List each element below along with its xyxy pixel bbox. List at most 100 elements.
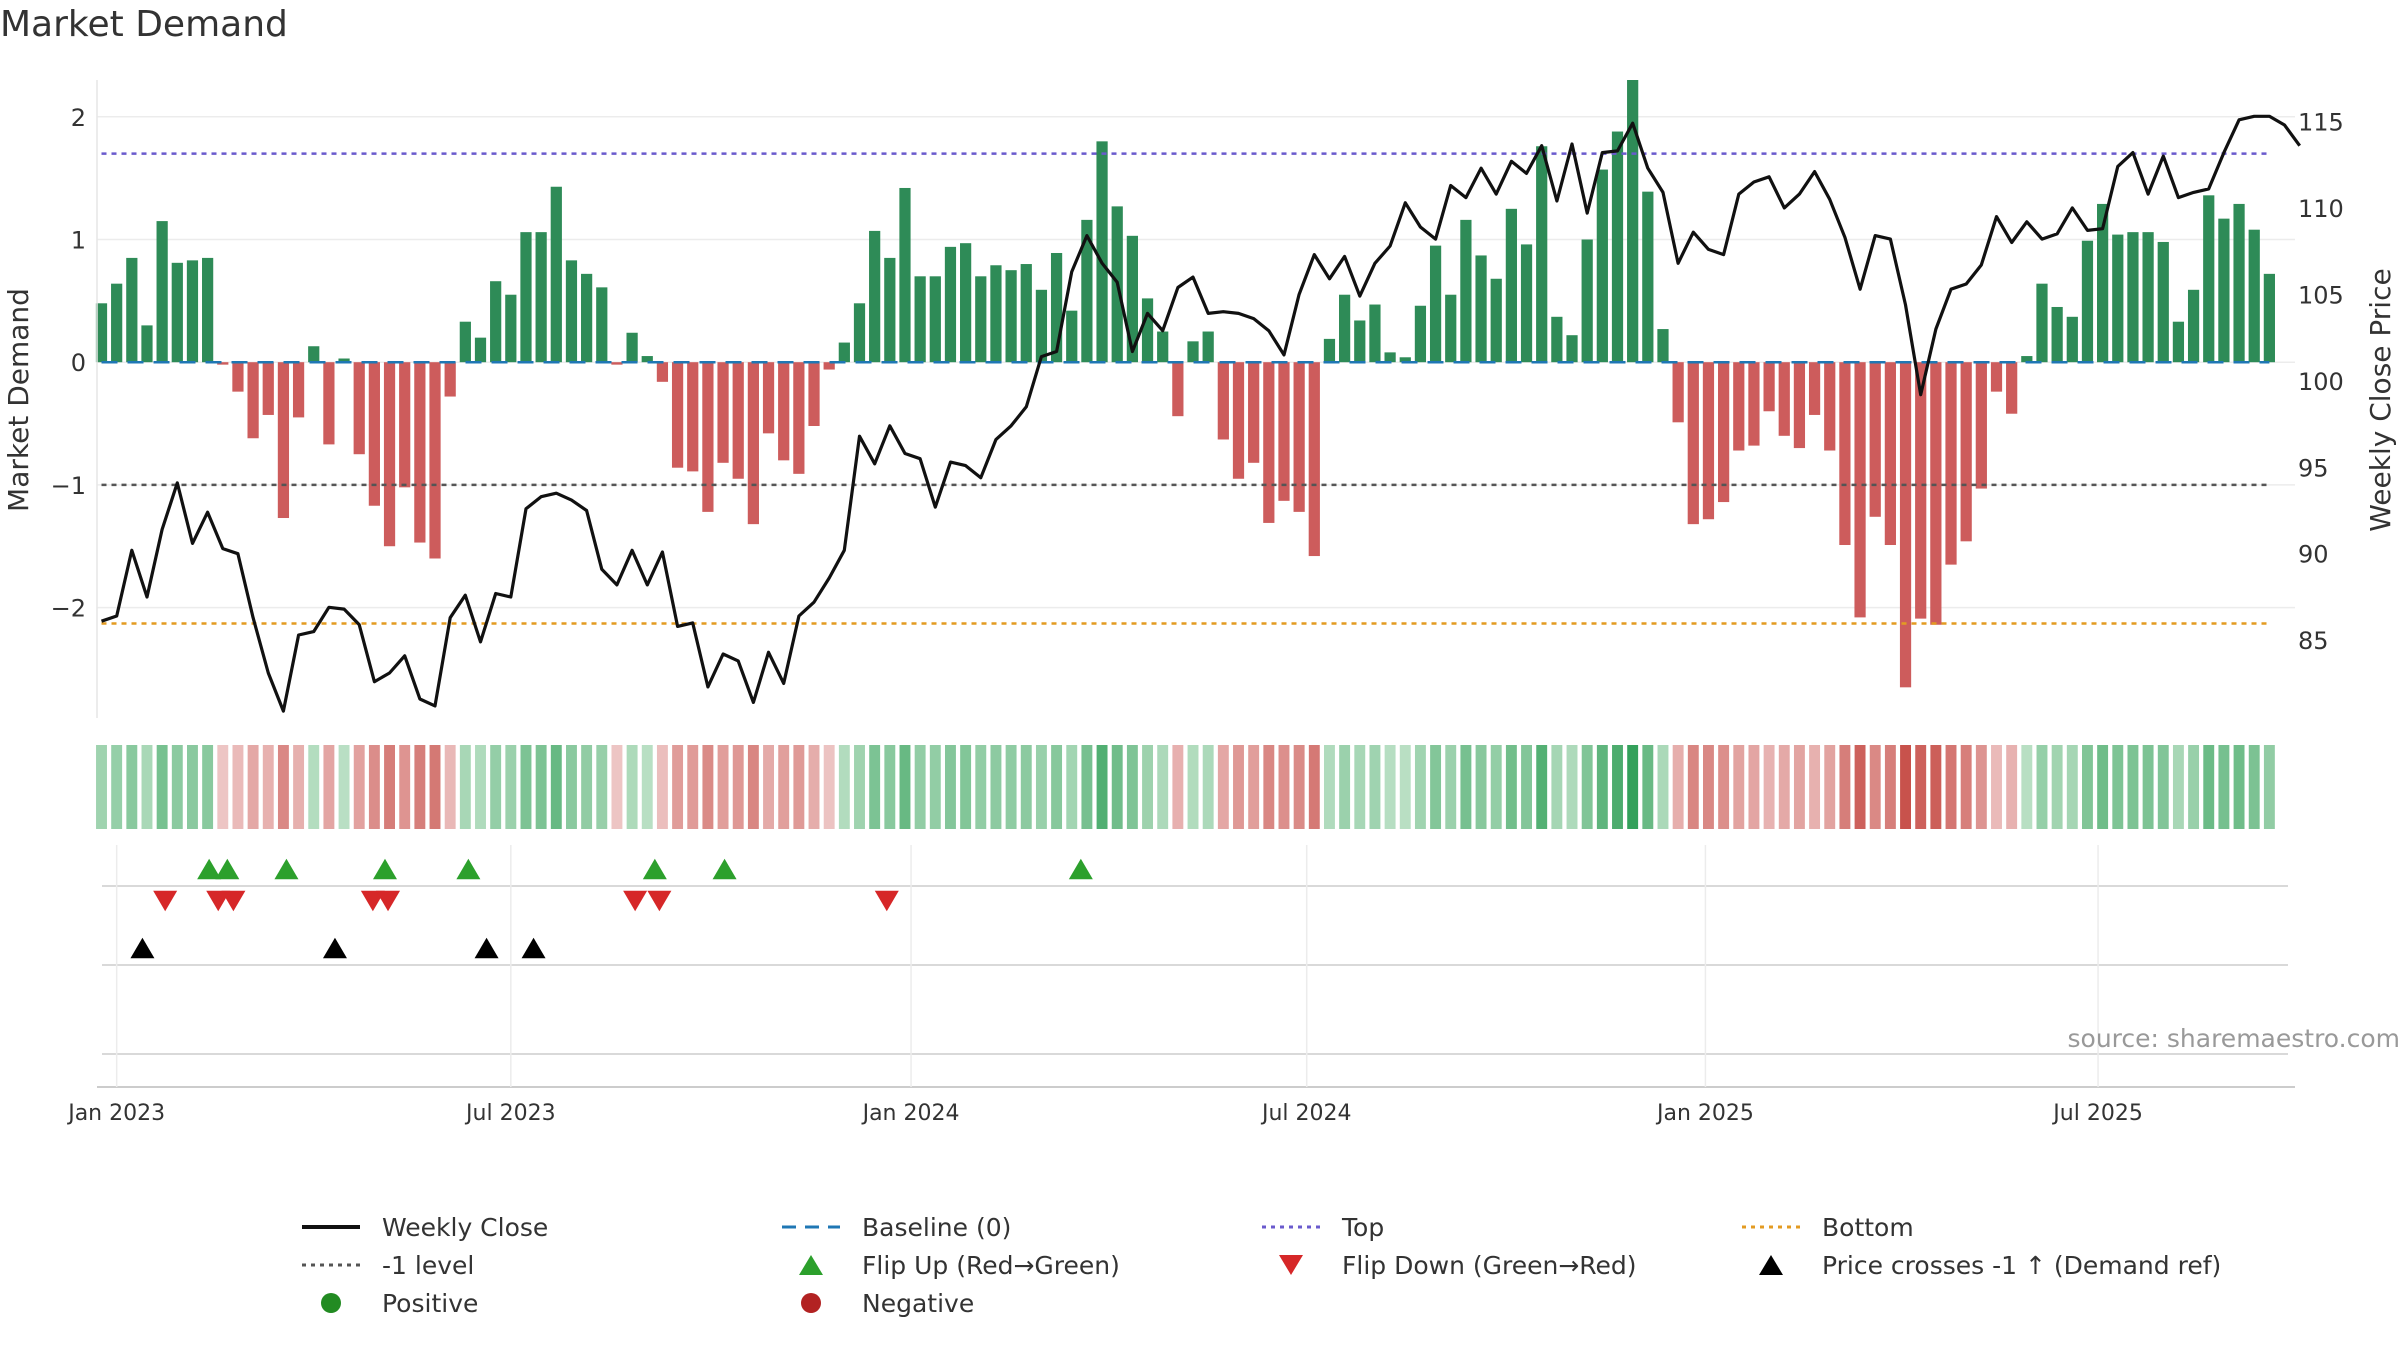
demand-bar (1217, 362, 1229, 440)
strip-cell (2157, 745, 2169, 829)
demand-bar (581, 273, 593, 363)
strip-cell (490, 745, 502, 829)
legend-label: Price crosses -1 ↑ (Demand ref) (1822, 1250, 2222, 1280)
demand-bar (1141, 298, 1154, 363)
strip-cell (778, 745, 790, 829)
legend-negative: Negative (780, 1288, 974, 1318)
demand-bar (1414, 305, 1427, 363)
strip-cell (990, 745, 1002, 829)
strip-cell (1733, 745, 1745, 829)
x-tick-label: Jan 2025 (1655, 1101, 1754, 1126)
x-axis-ticks: Jan 2023 Jul 2023 Jan 2024 Jul 2024 Jan 2025… (66, 1101, 2143, 1126)
demand-bar (444, 362, 456, 397)
demand-bar (474, 337, 487, 363)
dotted-line-icon (302, 1263, 360, 1267)
strip-cell (1172, 745, 1184, 829)
y-tick-label: 1 (71, 227, 86, 255)
strip-cell (672, 745, 684, 829)
strip-cell (1369, 745, 1381, 829)
strip-cell (1975, 745, 1987, 829)
strip-cell (141, 745, 153, 829)
strip-cell (732, 745, 744, 829)
strip-cell (399, 745, 411, 829)
demand-bar (2203, 195, 2215, 363)
x-tick-label: Jan 2024 (861, 1101, 960, 1126)
strip-cell (550, 745, 562, 829)
strip-cell (1854, 745, 1866, 829)
strip-cell (641, 745, 653, 829)
demand-bar (1005, 270, 1017, 363)
demand-bar (1050, 252, 1063, 363)
strip-cell (1900, 745, 1911, 829)
demand-bar (1460, 219, 1472, 363)
demand-bar (687, 362, 699, 472)
legend-label: Weekly Close (382, 1212, 549, 1242)
strip-cell (581, 745, 593, 829)
demand-bar (2097, 203, 2109, 363)
source-credit: source: sharemaestro.com (2067, 1024, 2400, 1053)
red-dot-icon (801, 1293, 821, 1313)
flip-down-marker (360, 890, 385, 912)
strip-cell (2082, 745, 2093, 829)
strip-cell (1672, 745, 1684, 829)
demand-bar (2051, 306, 2063, 363)
demand-bar (2112, 234, 2124, 363)
demand-bar (1884, 362, 1896, 546)
strip-cell (1839, 745, 1851, 829)
strip-cell (869, 745, 881, 829)
demand-bar (1475, 255, 1487, 363)
strip-cell (1035, 745, 1047, 829)
strip-cell (808, 745, 820, 829)
demand-bar (338, 358, 350, 363)
flip-down-marker (623, 890, 648, 912)
green-dot-icon (321, 1293, 341, 1313)
strip-cell (1293, 745, 1305, 829)
demand-bar (838, 342, 850, 363)
x-tick-label: Jul 2023 (464, 1101, 556, 1126)
demand-bar (459, 321, 471, 363)
demand-bar (1869, 362, 1881, 517)
weekly-close-series (100, 114, 2301, 713)
demand-bar (1930, 362, 1942, 625)
demand-bar (596, 287, 608, 363)
demand-bar (1293, 362, 1305, 512)
strip-cell (1263, 745, 1275, 829)
demand-bar (2066, 316, 2078, 363)
demand-bar (1990, 362, 2003, 392)
demand-bar (1187, 341, 1199, 363)
legend-positive: Positive (300, 1288, 478, 1318)
demand-bar (2036, 283, 2048, 363)
strip-cell (535, 745, 547, 829)
strip-cell (854, 745, 865, 829)
dotted-line-icon (1262, 1225, 1320, 1229)
strip-cell (2218, 745, 2230, 829)
strip-cell (2127, 745, 2139, 829)
strip-cell (2203, 745, 2215, 829)
demand-bar (308, 346, 320, 363)
demand-bar (869, 230, 881, 363)
legend-label: Flip Up (Red→Green) (862, 1250, 1120, 1280)
strip-cell (293, 745, 305, 829)
demand-bar (823, 362, 835, 370)
strip-cell (929, 745, 941, 829)
strip-cell (1566, 745, 1578, 829)
legend-price-cross: Price crosses -1 ↑ (Demand ref) (1740, 1250, 2221, 1280)
strip-cell (156, 745, 168, 829)
strip-cell (1399, 745, 1411, 829)
strip-cell (1081, 745, 1093, 829)
demand-bar (762, 362, 775, 434)
strip-cell (202, 745, 214, 829)
price-cross-marker (322, 937, 347, 959)
strip-cell (1475, 745, 1487, 829)
demand-bar (1126, 235, 1138, 363)
demand-bar (1899, 362, 1912, 688)
demand-bar (505, 294, 517, 363)
demand-bar (626, 332, 638, 363)
strip-cell (823, 745, 835, 829)
flip-up-marker (215, 858, 240, 880)
y2-tick-label: 105 (2298, 281, 2344, 309)
demand-bar (641, 356, 653, 363)
demand-bar (1778, 362, 1790, 436)
left-axis-ticks: 2 1 0 −1 −2 (51, 104, 86, 623)
demand-bar (1960, 362, 1972, 542)
